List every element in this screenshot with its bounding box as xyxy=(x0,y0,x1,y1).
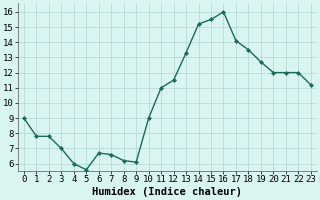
X-axis label: Humidex (Indice chaleur): Humidex (Indice chaleur) xyxy=(92,187,242,197)
